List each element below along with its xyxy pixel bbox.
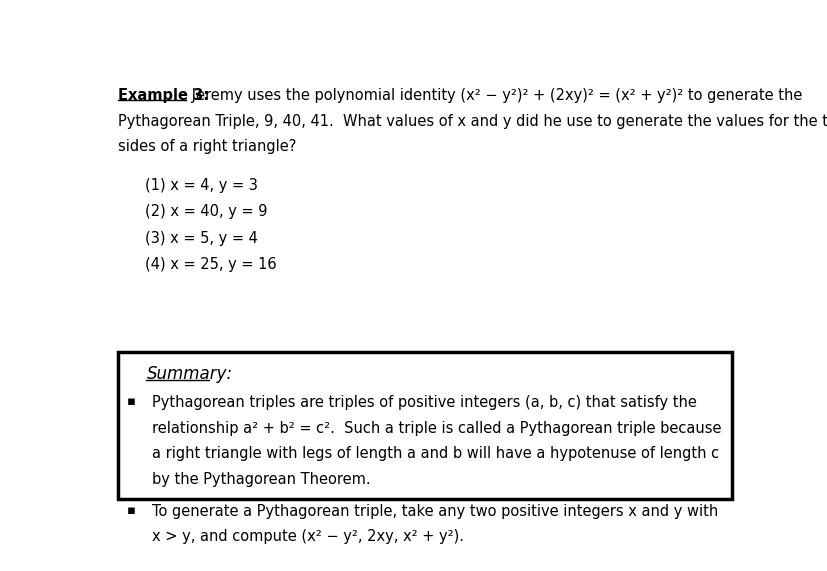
Text: (2) x = 40, y = 9: (2) x = 40, y = 9 (145, 204, 267, 219)
Text: To generate a Pythagorean triple, take any two positive integers x and y with: To generate a Pythagorean triple, take a… (151, 504, 717, 519)
Text: a right triangle with legs of length a and b will have a hypotenuse of length c: a right triangle with legs of length a a… (151, 446, 718, 461)
Text: x > y, and compute (x² − y², 2xy, x² + y²).: x > y, and compute (x² − y², 2xy, x² + y… (151, 529, 463, 544)
Text: Jeremy uses the polynomial identity (x² − y²)² + (2xy)² = (x² + y²)² to generate: Jeremy uses the polynomial identity (x² … (187, 89, 801, 103)
Text: ▪: ▪ (127, 504, 136, 517)
Text: (3) x = 5, y = 4: (3) x = 5, y = 4 (145, 231, 258, 246)
Text: Example 3:: Example 3: (117, 89, 208, 103)
Text: (4) x = 25, y = 16: (4) x = 25, y = 16 (145, 257, 276, 272)
Text: Pythagorean Triple, 9, 40, 41.  What values of x and y did he use to generate th: Pythagorean Triple, 9, 40, 41. What valu… (117, 114, 827, 129)
Text: Pythagorean triples are triples of positive integers (a, b, c) that satisfy the: Pythagorean triples are triples of posit… (151, 395, 696, 410)
Text: ▪: ▪ (127, 395, 136, 408)
Text: relationship a² + b² = c².  Such a triple is called a Pythagorean triple because: relationship a² + b² = c². Such a triple… (151, 421, 720, 436)
Text: by the Pythagorean Theorem.: by the Pythagorean Theorem. (151, 472, 370, 486)
FancyBboxPatch shape (117, 352, 731, 500)
Text: sides of a right triangle?: sides of a right triangle? (117, 139, 295, 154)
Text: (1) x = 4, y = 3: (1) x = 4, y = 3 (145, 178, 258, 193)
Text: Summary:: Summary: (146, 365, 232, 383)
